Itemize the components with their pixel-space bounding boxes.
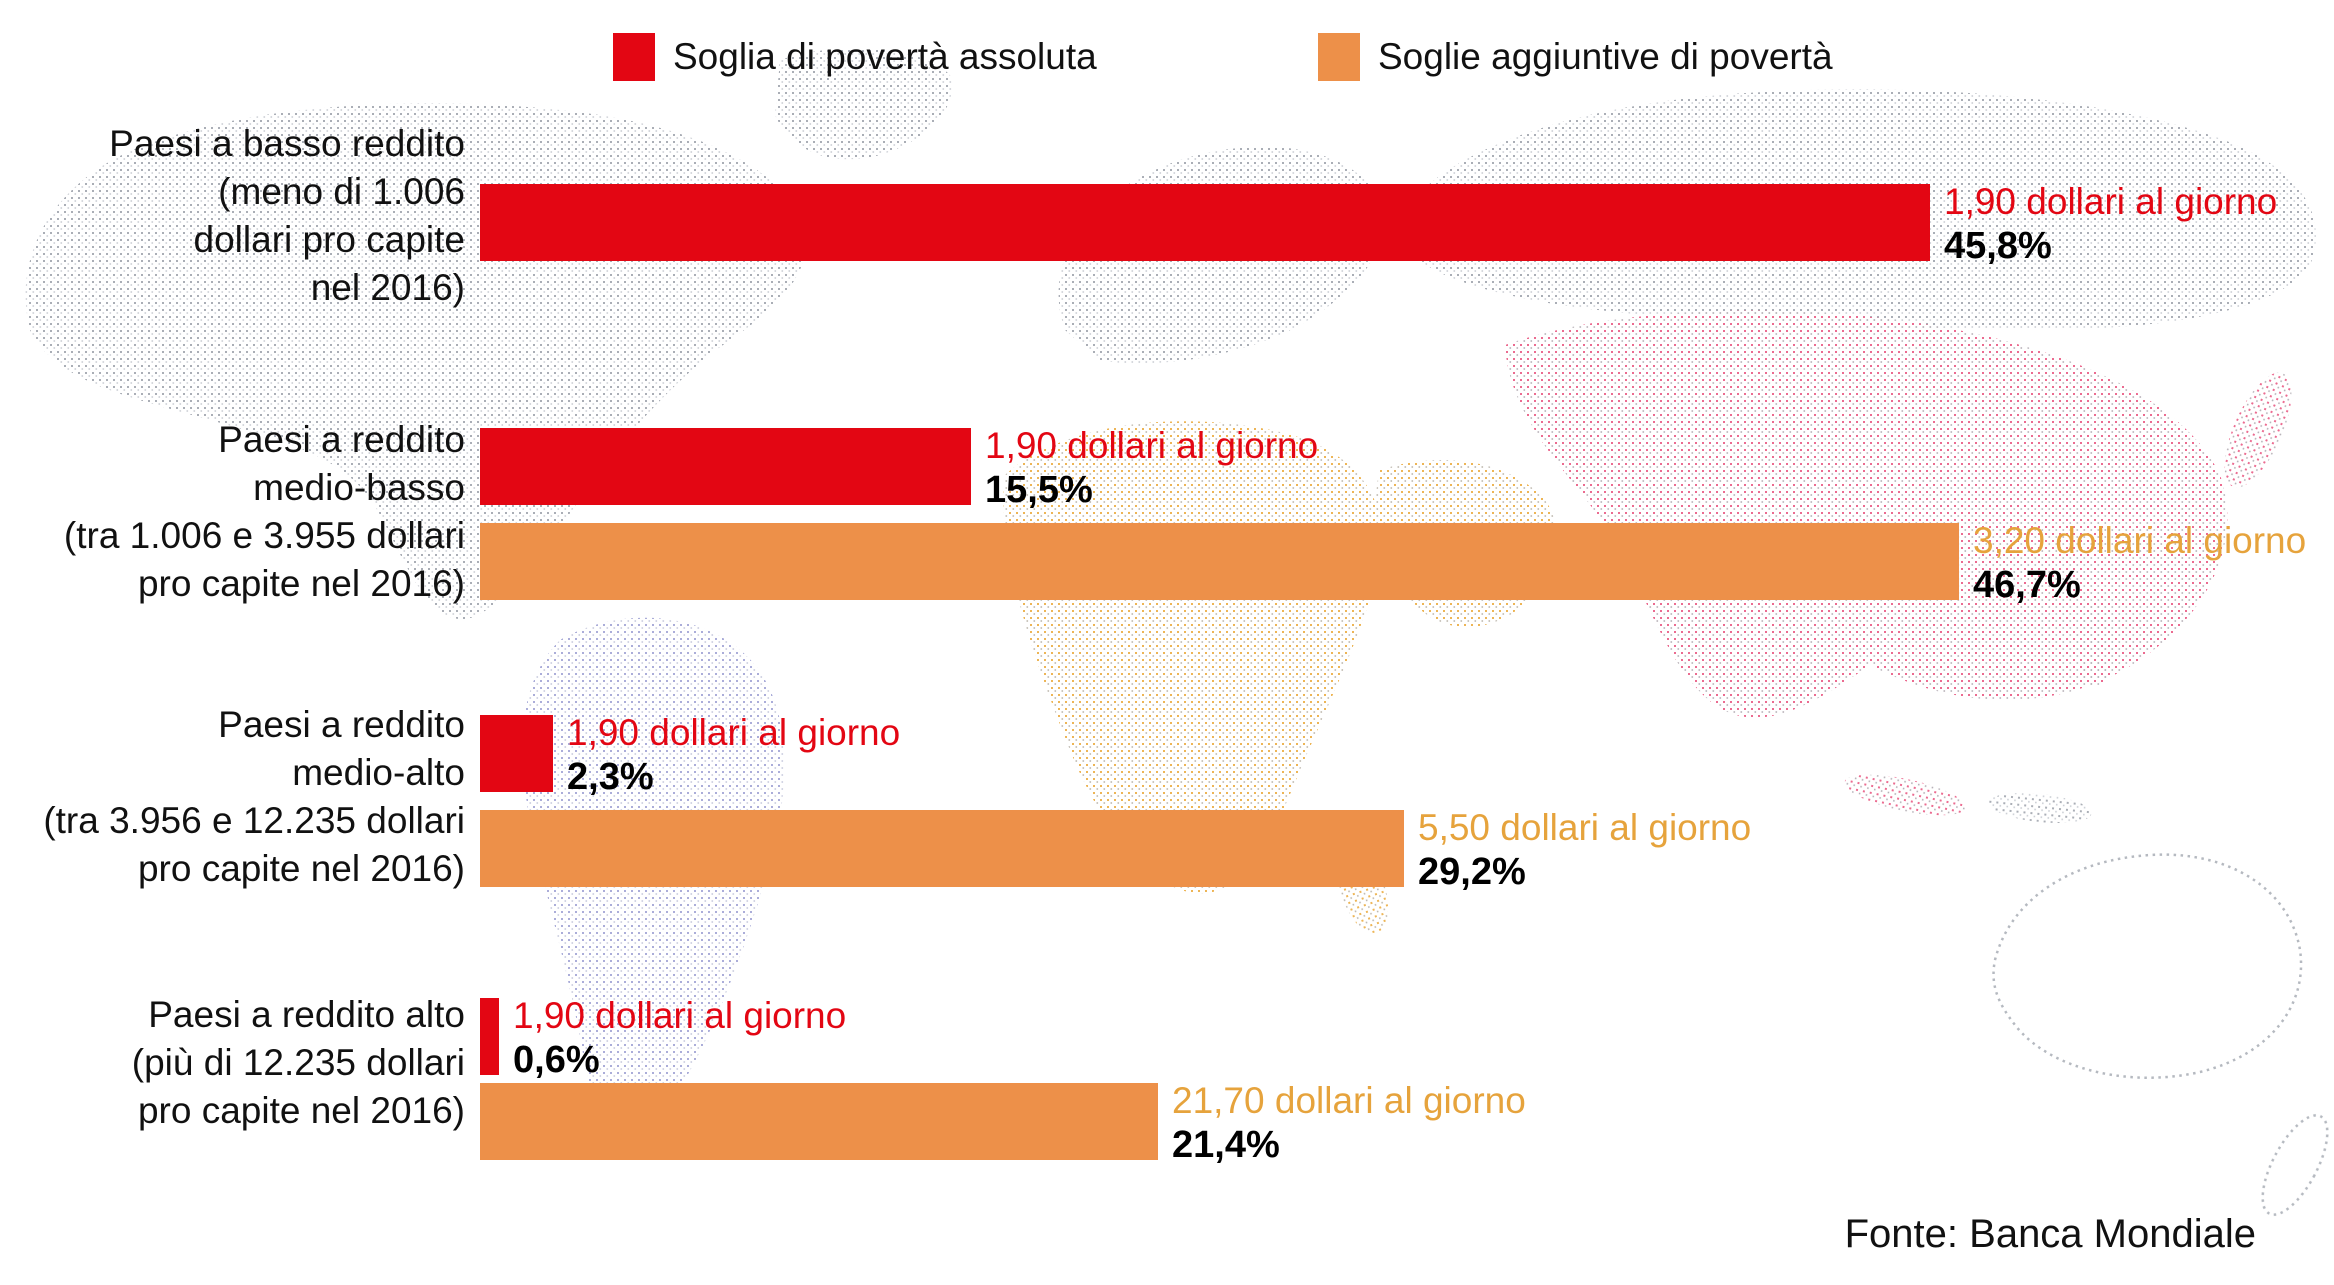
threshold-label: 21,70 dollari al giorno	[1172, 1080, 1526, 1121]
category-label-low-income: Paesi a basso reddito (meno di 1.006 dol…	[109, 123, 465, 308]
bar-label-upper-middle-absolute: 1,90 dollari al giorno 2,3%	[567, 711, 900, 799]
value-label: 2,3%	[567, 756, 654, 798]
category-label-upper-middle-income: Paesi a reddito medio-alto (tra 3.956 e …	[43, 704, 465, 889]
threshold-label: 1,90 dollari al giorno	[513, 995, 847, 1036]
threshold-label: 1,90 dollari al giorno	[1944, 181, 2278, 222]
legend-item-additional-poverty: Soglie aggiuntive di povertà	[1318, 32, 1833, 82]
map-japan	[2224, 372, 2292, 488]
bar-high-income-absolute	[480, 998, 499, 1075]
bar-lower-middle-additional	[480, 523, 1959, 600]
map-south-east-asia	[1505, 310, 2228, 718]
value-label: 29,2%	[1418, 851, 1526, 893]
legend-swatch-orange	[1318, 33, 1360, 81]
bar-upper-middle-additional	[480, 810, 1404, 887]
threshold-label: 1,90 dollari al giorno	[985, 425, 1319, 466]
bar-label-high-income-absolute: 1,90 dollari al giorno 0,6%	[513, 994, 846, 1082]
map-indonesia-west	[1844, 774, 1966, 816]
threshold-label: 5,50 dollari al giorno	[1418, 807, 1752, 848]
map-indonesia-east	[1988, 793, 2092, 823]
value-label: 46,7%	[1973, 564, 2081, 606]
source-note: Fonte: Banca Mondiale	[1844, 1212, 2256, 1256]
value-label: 15,5%	[985, 469, 1093, 511]
map-australia	[1992, 853, 2303, 1079]
bar-label-high-income-additional: 21,70 dollari al giorno 21,4%	[1172, 1079, 1526, 1167]
bar-lower-middle-absolute	[480, 428, 971, 505]
threshold-label: 3,20 dollari al giorno	[1973, 520, 2307, 561]
bar-label-lower-middle-additional: 3,20 dollari al giorno 46,7%	[1973, 519, 2306, 607]
bar-low-income-absolute	[480, 184, 1930, 261]
map-new-zealand	[2261, 1114, 2329, 1216]
legend-item-absolute-poverty: Soglia di povertà assoluta	[613, 32, 1097, 82]
category-label-lower-middle-income: Paesi a reddito medio-basso (tra 1.006 e…	[63, 419, 465, 604]
map-greenland	[775, 48, 952, 160]
value-label: 0,6%	[513, 1039, 600, 1081]
bar-label-low-income-absolute: 1,90 dollari al giorno 45,8%	[1944, 180, 2277, 268]
bar-label-lower-middle-absolute: 1,90 dollari al giorno 15,5%	[985, 424, 1318, 512]
category-label-high-income: Paesi a reddito alto (più di 12.235 doll…	[131, 994, 465, 1131]
map-philippines	[2077, 603, 2113, 687]
legend-label-absolute-poverty: Soglia di povertà assoluta	[673, 36, 1097, 77]
value-label: 45,8%	[1944, 225, 2052, 267]
threshold-label: 1,90 dollari al giorno	[567, 712, 901, 753]
value-label: 21,4%	[1172, 1124, 1280, 1166]
bar-upper-middle-absolute	[480, 715, 553, 792]
legend-label-additional-poverty: Soglie aggiuntive di povertà	[1378, 36, 1833, 77]
bar-high-income-additional	[480, 1083, 1158, 1160]
legend-swatch-red	[613, 33, 655, 81]
bar-label-upper-middle-additional: 5,50 dollari al giorno 29,2%	[1418, 806, 1751, 894]
